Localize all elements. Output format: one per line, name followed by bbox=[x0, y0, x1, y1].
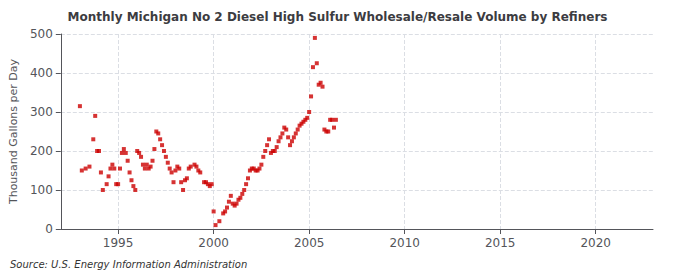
svg-text:300: 300 bbox=[30, 105, 53, 119]
svg-text:2020: 2020 bbox=[580, 236, 611, 250]
svg-text:500: 500 bbox=[30, 27, 53, 41]
svg-text:1995: 1995 bbox=[103, 236, 134, 250]
svg-text:2000: 2000 bbox=[198, 236, 229, 250]
svg-text:2010: 2010 bbox=[389, 236, 420, 250]
svg-text:2005: 2005 bbox=[294, 236, 325, 250]
svg-text:400: 400 bbox=[30, 66, 53, 80]
svg-text:Thousand Gallons per Day: Thousand Gallons per Day bbox=[7, 58, 20, 205]
svg-text:0: 0 bbox=[45, 222, 53, 236]
svg-text:Source: U.S. Energy Informatio: Source: U.S. Energy Information Administ… bbox=[10, 259, 247, 270]
svg-text:100: 100 bbox=[30, 183, 53, 197]
svg-text:2015: 2015 bbox=[485, 236, 516, 250]
svg-text:Monthly Michigan No 2 Diesel H: Monthly Michigan No 2 Diesel High Sulfur… bbox=[68, 10, 608, 24]
svg-text:200: 200 bbox=[30, 144, 53, 158]
